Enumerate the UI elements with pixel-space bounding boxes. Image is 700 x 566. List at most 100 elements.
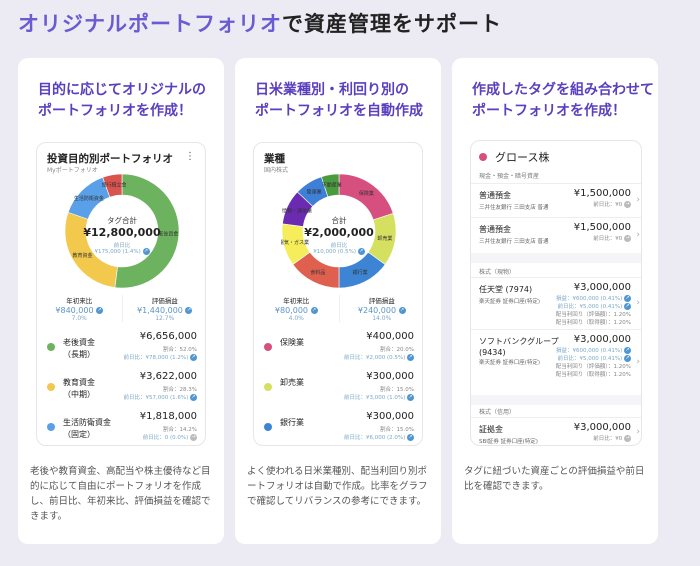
flat-icon: → <box>190 434 197 441</box>
card-description: よく使われる日米業種別、配当利回り別ポートフォリオは自動で作成。比率をグラフで確… <box>247 466 428 507</box>
asset-value: ¥3,000,000 <box>573 334 631 345</box>
asset-detail: 配当利回り（評価額）：1.20% <box>555 312 631 318</box>
color-dot <box>264 383 272 391</box>
item-value: ¥1,818,000 <box>139 411 197 422</box>
slice-label: 教育資金 <box>73 252 93 259</box>
color-dot <box>47 383 55 391</box>
flat-icon: → <box>624 201 631 208</box>
item-prev: 前日比：¥3,000 (1.0%) ↗ <box>343 394 414 401</box>
slice-label: 旅行積立金 <box>102 182 127 189</box>
item-value: ¥300,000 <box>366 411 414 422</box>
center-prev-value: ¥10,000 (0.5%) ↗ <box>313 248 365 255</box>
center-label: 合計 <box>331 216 347 225</box>
item-value: ¥6,656,000 <box>139 331 197 342</box>
arrow-up-icon: ↗ <box>142 248 150 255</box>
card-heading: 作成したタグを組み合わせて ポートフォリオを作成！ <box>472 82 654 119</box>
flat-icon: → <box>624 435 631 442</box>
asset-name: 普通預金 <box>479 225 511 234</box>
asset-detail: 損益：¥600,000 (0.41%) <box>555 348 623 354</box>
donut-slice <box>321 173 340 198</box>
slice-label: 銀行業 <box>353 269 368 276</box>
item-ratio: 割合：52.0% <box>163 347 197 353</box>
portfolio-title: 業種 <box>264 153 285 165</box>
asset-row[interactable]: 証拠金 SBI証券 証券口座(特定) ¥3,000,000 前日比：¥0 → › <box>471 417 641 445</box>
arrow-up-icon: ↗ <box>407 434 414 441</box>
kebab-icon[interactable]: ⋮ <box>185 151 195 162</box>
chevron-right-icon[interactable]: › <box>636 195 640 205</box>
card-heading: 目的に応じてオリジナルの ポートフォリオを作成！ <box>38 82 206 119</box>
slice-label: 情報・通信業 <box>282 208 312 215</box>
arrow-up-icon: ↗ <box>185 307 193 314</box>
section-header: 株式（現物） <box>479 269 516 276</box>
portfolio-item[interactable]: 生活防衛資金 （固定） ¥1,818,000 割合：14.2% 前日比：0 (0.… <box>37 411 205 445</box>
section-header: 株式（信用） <box>479 409 516 416</box>
asset-account: 楽天証券 証券口座(特定) <box>479 299 541 305</box>
tag-color-dot <box>479 153 487 161</box>
item-prev: 前日比：¥6,000 (2.0%) ↗ <box>343 434 414 441</box>
asset-name: ソフトバンクグループ (9434) <box>479 337 559 357</box>
item-ratio: 割合：14.2% <box>163 427 197 433</box>
item-ratio: 割合：28.3% <box>163 387 197 393</box>
slice-label: 老後資金 <box>158 230 178 237</box>
item-value: ¥300,000 <box>366 371 414 382</box>
slice-label: 保険業 <box>359 190 374 197</box>
portfolio-preview: 業種 国内株式 保険業 卸売業 銀行業 食料品 電気・ガス業 情報・通信業 陸運業 不動産業 … <box>253 142 423 446</box>
chevron-right-icon[interactable]: › <box>636 427 640 437</box>
color-dot <box>264 423 272 431</box>
feature-card-auto: 日米業種別・利回り別の ポートフォリオを自動作成 業種 国内株式 保険業 卸売業 銀行… <box>235 58 441 544</box>
chevron-right-icon[interactable]: › <box>636 230 640 240</box>
stat: 評価損益 ¥1,440,000 ↗ 12.7% <box>121 295 206 322</box>
card-heading: 日米業種別・利回り別の ポートフォリオを自動作成 <box>255 82 423 119</box>
card-description: 老後や教育資金、高配当や株主優待など目的に応じて自由にポートフォリオを作成し、前… <box>30 466 211 522</box>
asset-detail: 前日比：¥0 <box>593 236 623 242</box>
asset-account: 三井住友銀行 三田支店 普通 <box>479 239 549 245</box>
asset-row[interactable]: 任天堂 (7974) 楽天証券 証券口座(特定) ¥3,000,000 損益：¥… <box>471 277 641 329</box>
center-label: タグ合計 <box>107 216 137 225</box>
arrow-up-icon: ↗ <box>310 307 318 314</box>
portfolio-item[interactable]: 卸売業 ¥300,000 割合：15.0% 前日比：¥3,000 (1.0%) … <box>254 371 422 411</box>
arrow-up-icon: ↗ <box>190 354 197 361</box>
slice-label: 卸売業 <box>377 235 392 242</box>
asset-account: 楽天証券 証券口座(特定) <box>479 360 541 366</box>
item-ratio: 割合：20.0% <box>380 347 414 353</box>
feature-card-tags: 作成したタグを組み合わせて ポートフォリオを作成！ グロース株 現金・預金・暗号資… <box>452 58 658 544</box>
stats-row: 年初来比 ¥840,000 ↗ 7.0% 評価損益 ¥1,440,000 ↗ 12.7% <box>37 295 206 322</box>
asset-detail: 前日比：¥0 <box>593 436 623 442</box>
section-header: 現金・預金・暗号資産 <box>479 173 540 180</box>
portfolio-item[interactable]: 保険業 ¥400,000 割合：20.0% 前日比：¥2,000 (0.5%) … <box>254 331 422 371</box>
asset-row[interactable]: 普通預金 三井住友銀行 三田支店 普通 ¥1,500,000 前日比：¥0 → › <box>471 183 641 217</box>
slice-label: 陸運業 <box>307 188 322 195</box>
asset-name: 証拠金 <box>479 425 503 434</box>
feature-card-original: 目的に応じてオリジナルの ポートフォリオを作成！ 投資目的別ポートフォリオ Myポ… <box>18 58 224 544</box>
asset-account: SBI証券 証券口座(特定) <box>479 439 538 445</box>
portfolio-item[interactable]: 教育資金 （中期） ¥3,622,000 割合：28.3% 前日比：¥57,000… <box>37 371 205 411</box>
donut-slice <box>338 173 394 221</box>
slice-label: 食料品 <box>310 269 325 276</box>
item-prev: 前日比：0 (0.0%) → <box>142 434 197 441</box>
item-prev: 前日比：¥78,000 (1.2%) ↗ <box>123 354 197 361</box>
card-description: タグに紐づいた資産ごとの評価損益や前日比を確認できます。 <box>464 466 645 492</box>
arrow-up-icon: ↗ <box>357 248 365 255</box>
asset-value: ¥3,000,000 <box>573 422 631 433</box>
donut-slice <box>102 173 123 198</box>
arrow-up-icon: ↗ <box>407 354 414 361</box>
portfolio-item[interactable]: 老後資金 （長期） ¥6,656,000 割合：52.0% 前日比：¥78,000… <box>37 331 205 371</box>
tag-header: グロース株 <box>479 149 549 165</box>
arrow-up-icon: ↗ <box>190 394 197 401</box>
center-prev-label: 前日比 <box>113 243 131 249</box>
page-title: オリジナルポートフォリオで資産管理をサポート <box>18 12 502 36</box>
asset-value: ¥3,000,000 <box>573 282 631 293</box>
asset-detail: 前日比：¥5,000 (0.41%) <box>557 304 623 310</box>
chevron-right-icon[interactable]: › <box>636 298 640 308</box>
portfolio-item[interactable]: 銀行業 ¥300,000 割合：15.0% 前日比：¥6,000 (2.0%) … <box>254 411 422 445</box>
center-total: ¥2,000,000 <box>304 226 374 239</box>
asset-row[interactable]: 普通預金 三井住友銀行 三田支店 普通 ¥1,500,000 前日比：¥0 → › <box>471 217 641 253</box>
stat: 年初来比 ¥840,000 ↗ 7.0% <box>55 297 104 322</box>
chevron-right-icon[interactable]: › <box>636 357 640 367</box>
asset-account: 三井住友銀行 三田支店 普通 <box>479 205 549 211</box>
asset-row[interactable]: ソフトバンクグループ (9434) 楽天証券 証券口座(特定) ¥3,000,00… <box>471 329 641 395</box>
asset-value: ¥1,500,000 <box>573 188 631 199</box>
item-ratio: 割合：15.0% <box>380 427 414 433</box>
